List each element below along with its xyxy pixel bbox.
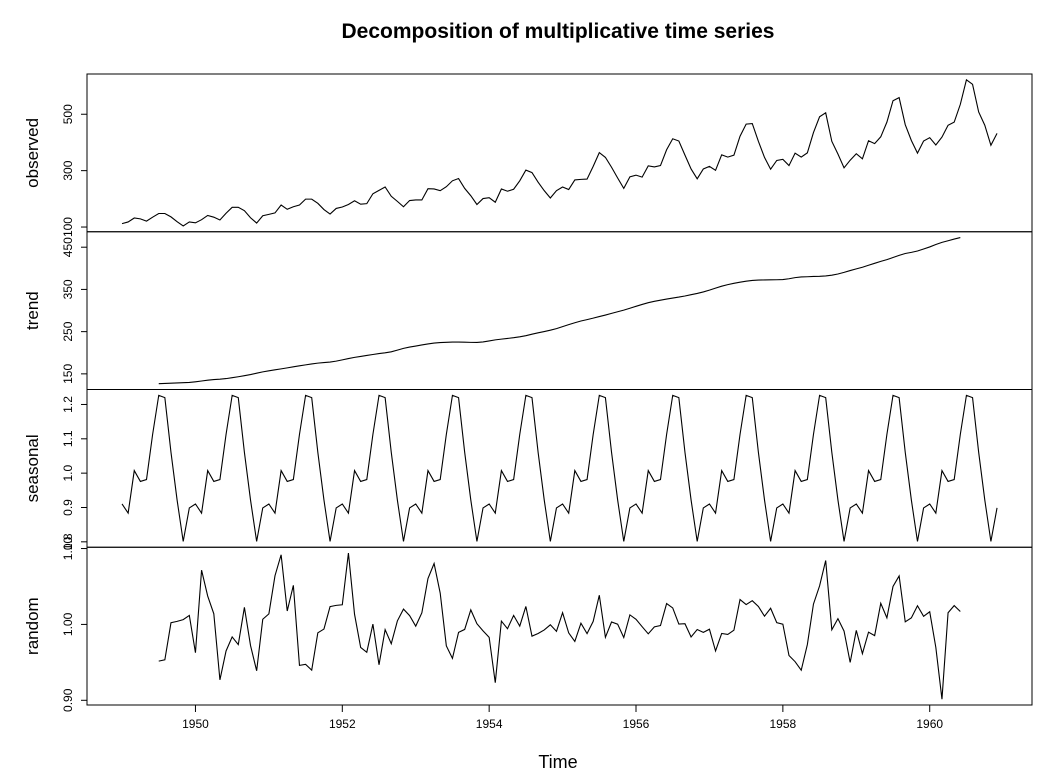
y-tick-label: 1.0 — [61, 464, 75, 481]
y-tick-label: 250 — [61, 321, 75, 341]
series-line — [121, 78, 998, 227]
x-tick-label: 1958 — [770, 717, 797, 731]
y-tick-label: 1.1 — [61, 430, 75, 447]
y-axis-label: observed — [23, 118, 42, 188]
y-tick-label: 0.8 — [61, 533, 75, 550]
y-tick-label: 500 — [61, 104, 75, 124]
x-tick-label: 1956 — [623, 717, 650, 731]
y-tick-label: 100 — [61, 217, 75, 237]
x-axis-label: Time — [538, 752, 577, 772]
x-tick-label: 1950 — [182, 717, 209, 731]
panel-frame — [86, 231, 1033, 390]
y-tick-label: 1.00 — [61, 612, 75, 636]
x-tick-label: 1952 — [329, 717, 356, 731]
series-line — [158, 237, 961, 385]
x-tick-label: 1954 — [476, 717, 503, 731]
y-tick-label: 1.2 — [61, 396, 75, 413]
chart-title: Decomposition of multiplicative time ser… — [342, 20, 775, 43]
y-tick-label: 300 — [61, 160, 75, 180]
y-tick-label: 350 — [61, 279, 75, 299]
series-line — [121, 394, 998, 542]
y-tick-label: 450 — [61, 237, 75, 257]
y-axis-label: seasonal — [23, 434, 42, 502]
y-axis-label: trend — [23, 291, 42, 330]
y-tick-label: 150 — [61, 364, 75, 384]
panel-frame — [86, 546, 1033, 706]
y-tick-label: 0.9 — [61, 499, 75, 516]
x-tick-label: 1960 — [916, 717, 943, 731]
y-tick-label: 1.10 — [61, 537, 75, 561]
series-line — [158, 553, 961, 700]
y-tick-label: 0.90 — [61, 688, 75, 712]
panel-frame — [86, 73, 1033, 233]
y-axis-label: random — [23, 597, 42, 655]
